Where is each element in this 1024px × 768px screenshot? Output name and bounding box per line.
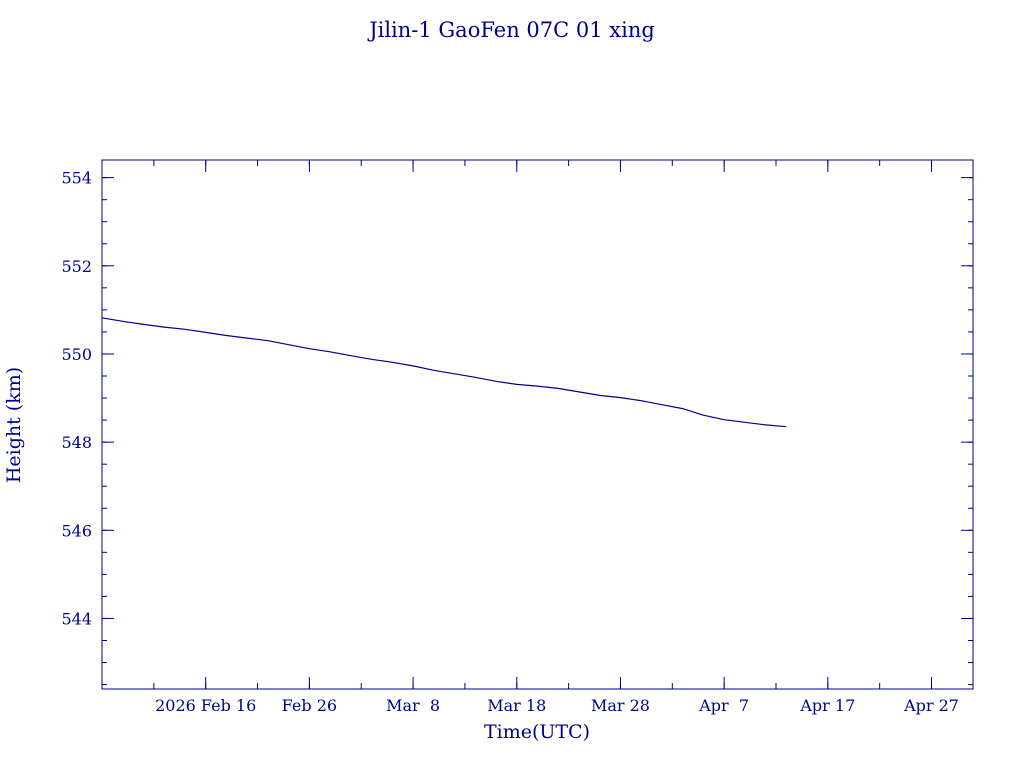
y-tick-label: 550 xyxy=(61,345,92,364)
x-axis: 2026 Feb 16 Feb 26 Mar 8 Mar 18 Mar 28 Apr 7 A… xyxy=(101,160,959,715)
y-tick-label: 548 xyxy=(61,433,92,452)
x-tick-label: Apr 27 xyxy=(903,696,959,715)
plot-frame xyxy=(101,159,974,690)
y-tick-label: 554 xyxy=(61,169,92,188)
y-tick-label: 552 xyxy=(61,257,92,276)
x-tick-label: Apr 7 xyxy=(698,696,749,715)
x-tick-label: Apr 17 xyxy=(799,696,855,715)
y-axis: 544 546 548 550 552 554 xyxy=(61,169,973,686)
y-axis-label: Height (km) xyxy=(3,367,25,483)
x-axis-label: Time(UTC) xyxy=(484,721,590,743)
x-tick-label: 2026 Feb 16 xyxy=(155,696,256,715)
y-tick-label: 546 xyxy=(61,521,92,540)
x-tick-label: Mar 18 xyxy=(487,696,546,715)
chart-title: Jilin-1 GaoFen 07C 01 xing xyxy=(367,18,655,42)
x-tick-label: Mar 28 xyxy=(591,696,650,715)
series-layer xyxy=(101,317,787,428)
x-tick-label: Feb 26 xyxy=(282,696,337,715)
x-tick-label: Mar 8 xyxy=(386,696,440,715)
y-tick-label: 544 xyxy=(61,609,92,628)
height-series-line xyxy=(101,317,787,428)
